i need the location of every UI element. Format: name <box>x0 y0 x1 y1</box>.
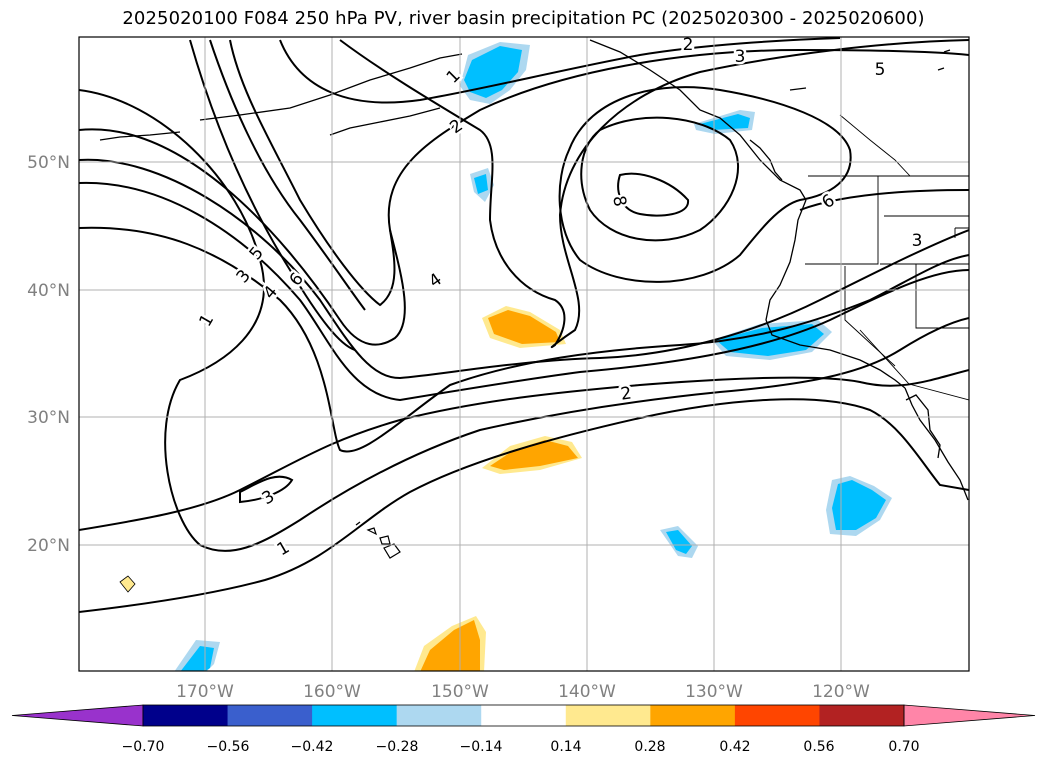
lat-label: 40°N <box>27 281 70 301</box>
colorbar-tick-label: 0.56 <box>803 739 834 755</box>
colorbar-tick-label: 0.70 <box>888 739 919 755</box>
longitude-labels: 170°W 160°W 150°W 140°W 130°W 120°W <box>176 682 870 702</box>
colorbar-segment <box>143 705 229 726</box>
colorbar-segment <box>819 705 905 726</box>
colorbar-segment <box>227 705 313 726</box>
colorbar-tick-label: −0.70 <box>122 739 165 755</box>
contour-label: 5 <box>875 60 886 80</box>
map-panel <box>79 37 969 671</box>
contour-label: 3 <box>912 231 923 251</box>
islands <box>355 49 951 559</box>
colorbar-segment <box>312 705 398 726</box>
colorbar-tick-label: 0.42 <box>719 739 750 755</box>
colorbar-outline <box>142 704 905 727</box>
map-title: 2025020100 F084 250 hPa PV, river basin … <box>122 8 925 29</box>
colorbar-segment <box>650 705 736 726</box>
colorbar-segment <box>734 705 820 726</box>
colorbar-extend-high <box>903 704 1036 727</box>
contour-label: 2 <box>683 35 694 55</box>
gridlines <box>79 37 969 671</box>
colorbar-segment <box>565 705 651 726</box>
lat-label: 30°N <box>27 408 70 428</box>
colorbar-ticks: −0.70 −0.56 −0.42 −0.28 −0.14 0.14 0.28 … <box>122 739 920 755</box>
lon-label: 150°W <box>431 682 489 702</box>
contour-label: 3 <box>735 47 746 67</box>
colorbar-tick-label: 0.28 <box>634 739 665 755</box>
map-frame <box>78 36 970 672</box>
colorbar-tick-label: −0.42 <box>291 739 334 755</box>
lat-label: 20°N <box>27 536 70 556</box>
lat-label: 50°N <box>27 153 70 173</box>
colorbar-tick-label: −0.56 <box>207 739 250 755</box>
colorbar-tick-label: −0.28 <box>376 739 419 755</box>
lon-label: 120°W <box>812 682 870 702</box>
lon-label: 130°W <box>685 682 743 702</box>
pv-contours <box>79 37 969 613</box>
colorbar-segment <box>481 705 567 726</box>
colorbar-extend-low <box>11 704 144 727</box>
lon-label: 160°W <box>303 682 361 702</box>
colorbar: −0.70 −0.56 −0.42 −0.28 −0.14 0.14 0.28 … <box>11 704 1036 755</box>
colorbar-tick-label: −0.14 <box>460 739 503 755</box>
colorbar-segments <box>11 704 1036 727</box>
lon-label: 140°W <box>558 682 616 702</box>
colorbar-tick-label: 0.14 <box>550 739 581 755</box>
latitude-labels: 50°N 40°N 30°N 20°N <box>27 153 70 556</box>
lon-label: 170°W <box>176 682 234 702</box>
colorbar-segment <box>396 705 482 726</box>
